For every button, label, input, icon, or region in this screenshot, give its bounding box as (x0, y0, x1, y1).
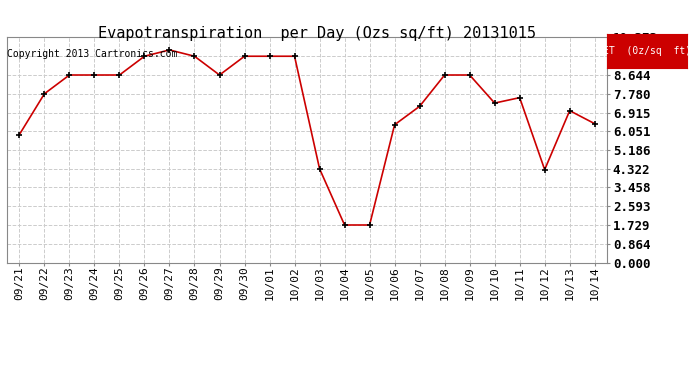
Text: Copyright 2013 Cartronics.com: Copyright 2013 Cartronics.com (7, 49, 177, 59)
Text: ET  (0z/sq  ft): ET (0z/sq ft) (603, 46, 690, 56)
Text: Evapotranspiration  per Day (Ozs sq/ft) 20131015: Evapotranspiration per Day (Ozs sq/ft) 2… (99, 26, 536, 41)
